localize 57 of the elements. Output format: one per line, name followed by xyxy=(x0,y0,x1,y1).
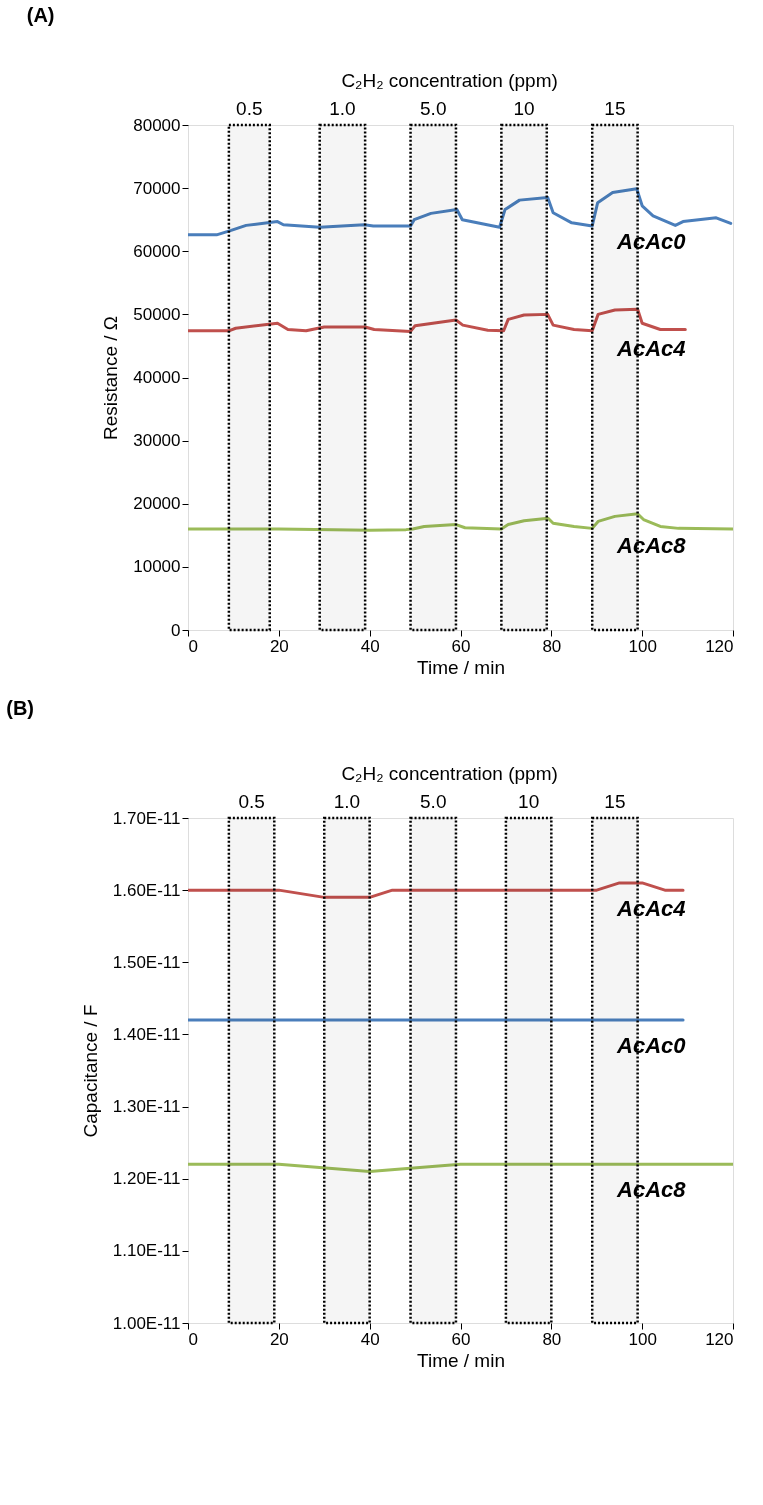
y-tick-label: 10000 xyxy=(133,557,181,577)
band-label: 10 xyxy=(518,791,540,812)
x-tick-label: 60 xyxy=(451,1329,471,1349)
x-axis-title: Time / min xyxy=(417,656,505,678)
x-tick-label: 80 xyxy=(542,1329,562,1349)
band-label: 5.0 xyxy=(420,791,447,812)
band-label: 0.5 xyxy=(238,791,265,812)
x-tick-label: 40 xyxy=(360,1329,380,1349)
line-series xyxy=(188,307,687,333)
y-tick-label: 60000 xyxy=(133,241,181,261)
band-label: 1.0 xyxy=(333,791,361,812)
band-label: 1.0 xyxy=(329,98,356,119)
text: C₂H₂ concentration (ppm) xyxy=(341,763,558,784)
y-tick-label: 1.30E-11 xyxy=(112,1097,181,1117)
series-label: AcAc0 xyxy=(616,228,687,254)
y-tick-label: 1.70E-11 xyxy=(112,808,181,828)
text: (B) xyxy=(6,697,35,719)
series-label: AcAc8 xyxy=(616,532,687,558)
y-tick-label: 80000 xyxy=(133,115,181,135)
x-tick-label: 60 xyxy=(451,636,471,656)
band-label: 15 xyxy=(604,98,626,119)
y-tick-label: 0 xyxy=(171,620,181,640)
y-tick-label: 50000 xyxy=(133,304,181,324)
x-tick-label: 120 xyxy=(705,636,734,656)
x-tick-label: 20 xyxy=(269,1329,289,1349)
text: C₂H₂ concentration (ppm) xyxy=(341,70,558,91)
series-label: AcAc0 xyxy=(616,1033,687,1058)
y-tick-label: 1.20E-11 xyxy=(112,1169,181,1189)
y-axis-title: Capacitance / F xyxy=(79,1004,101,1138)
x-tick-label: 20 xyxy=(269,636,289,656)
x-tick-label: 80 xyxy=(542,636,562,656)
band-label: 5.0 xyxy=(420,98,447,119)
y-tick-label: 1.60E-11 xyxy=(112,880,181,900)
chart-title: (A) xyxy=(26,4,55,26)
x-tick-label: 0 xyxy=(188,636,198,656)
band-label: 0.5 xyxy=(236,98,263,119)
y-axis-title: Resistance / Ω xyxy=(100,315,122,441)
x-tick-label: 100 xyxy=(628,1329,657,1349)
y-tick-label: 1.40E-11 xyxy=(112,1024,181,1044)
y-tick-label: 1.00E-11 xyxy=(112,1313,181,1333)
line-series xyxy=(188,512,733,532)
series-label: AcAc4 xyxy=(616,336,686,362)
y-tick-label: 30000 xyxy=(133,431,181,451)
series-label: AcAc8 xyxy=(616,1177,687,1203)
band-label: 15 xyxy=(604,791,626,812)
x-tick-label: 100 xyxy=(628,636,657,656)
x-tick-label: 40 xyxy=(360,636,380,656)
y-tick-label: 1.10E-11 xyxy=(112,1241,181,1261)
y-tick-label: 40000 xyxy=(133,368,181,387)
band-label: 10 xyxy=(513,98,535,119)
x-tick-label: 120 xyxy=(705,1329,734,1349)
series-label: AcAc4 xyxy=(616,895,686,921)
x-tick-label: 0 xyxy=(188,1329,198,1349)
x-axis-title: Time / min xyxy=(417,1349,505,1371)
y-tick-label: 70000 xyxy=(133,178,181,198)
y-tick-label: 1.50E-11 xyxy=(112,952,181,972)
y-tick-label: 20000 xyxy=(133,494,181,514)
